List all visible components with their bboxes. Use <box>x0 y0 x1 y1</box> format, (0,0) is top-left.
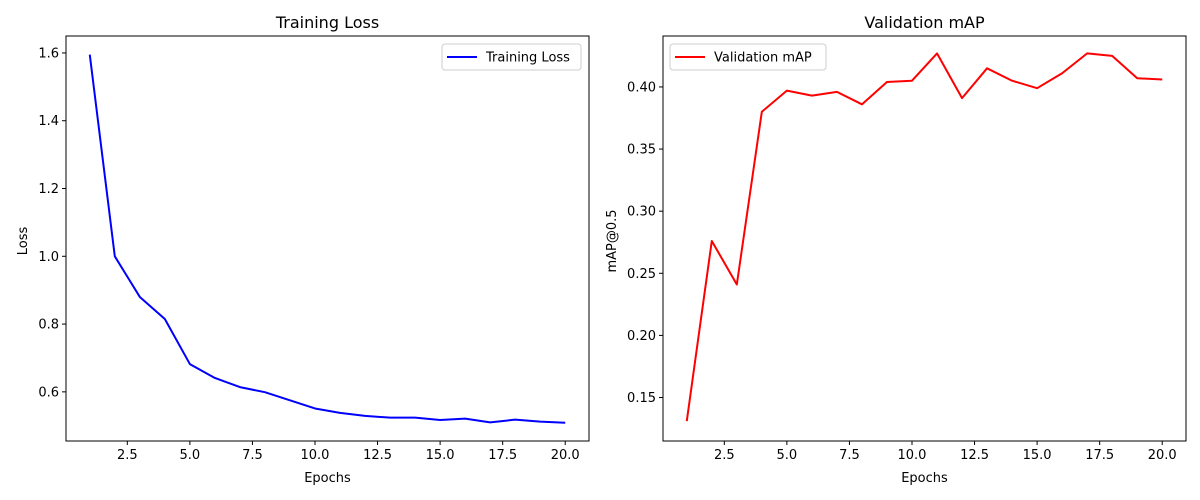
y-tick-label: 1.0 <box>38 250 59 265</box>
validation-map-chart: Validation mAP 2.5 5.0 7.5 10.0 12.5 15.0 17.5… <box>605 13 1187 486</box>
x-tick-label: 5.0 <box>777 448 798 463</box>
y-tick-label: 1.4 <box>38 114 59 129</box>
training-loss-chart: Training Loss 2.5 5.0 7.5 10.0 12.5 15.0 17.5 2… <box>16 13 590 486</box>
x-tick-label: 7.5 <box>242 448 263 463</box>
tick-group: 2.5 5.0 7.5 10.0 12.5 15.0 17.5 20.0 0.6 0.8 1.0 1.… <box>38 46 579 463</box>
y-tick-label: 0.8 <box>38 318 59 333</box>
x-tick-label: 10.0 <box>301 448 330 463</box>
legend: Validation mAP <box>669 43 827 71</box>
y-tick-label: 0.40 <box>627 80 656 95</box>
legend-entry-label: Validation mAP <box>714 51 812 66</box>
legend: Training Loss <box>441 43 582 71</box>
x-tick-label: 2.5 <box>117 448 138 463</box>
x-tick-label: 2.5 <box>714 448 735 463</box>
x-tick-label: 15.0 <box>426 448 455 463</box>
series-group <box>685 52 1163 422</box>
y-tick-label: 1.2 <box>38 182 59 197</box>
x-tick-label: 15.0 <box>1023 448 1052 463</box>
x-tick-label: 17.5 <box>488 448 517 463</box>
plot-frame <box>65 35 590 442</box>
series-line <box>685 52 1163 422</box>
y-tick-label: 0.30 <box>627 205 656 220</box>
x-tick-label: 12.5 <box>960 448 989 463</box>
y-tick-label: 0.25 <box>627 267 656 282</box>
x-tick-label: 5.0 <box>180 448 201 463</box>
y-axis-label: Loss <box>16 227 31 256</box>
y-tick-label: 0.35 <box>627 143 656 158</box>
series-line <box>88 54 566 424</box>
legend-box <box>441 43 582 71</box>
x-axis-label: Epochs <box>901 471 948 486</box>
chart-title: Validation mAP <box>864 13 985 32</box>
y-tick-label: 0.20 <box>627 329 656 344</box>
x-tick-label: 12.5 <box>363 448 392 463</box>
x-tick-label: 10.0 <box>898 448 927 463</box>
x-tick-label: 20.0 <box>551 448 580 463</box>
x-axis-label: Epochs <box>304 471 351 486</box>
legend-box <box>669 43 827 71</box>
series-group <box>88 54 566 424</box>
plot-frame <box>662 35 1187 442</box>
y-axis-label: mAP@0.5 <box>605 209 620 272</box>
y-tick-label: 0.15 <box>627 391 656 406</box>
x-tick-label: 7.5 <box>839 448 860 463</box>
y-tick-label: 1.6 <box>38 46 59 61</box>
chart-title: Training Loss <box>275 13 379 32</box>
legend-entry-label: Training Loss <box>485 51 570 66</box>
x-tick-label: 20.0 <box>1148 448 1177 463</box>
y-tick-label: 0.6 <box>38 385 59 400</box>
x-tick-label: 17.5 <box>1085 448 1114 463</box>
tick-group: 2.5 5.0 7.5 10.0 12.5 15.0 17.5 20.0 0.15 0.20 0.2… <box>627 80 1177 463</box>
